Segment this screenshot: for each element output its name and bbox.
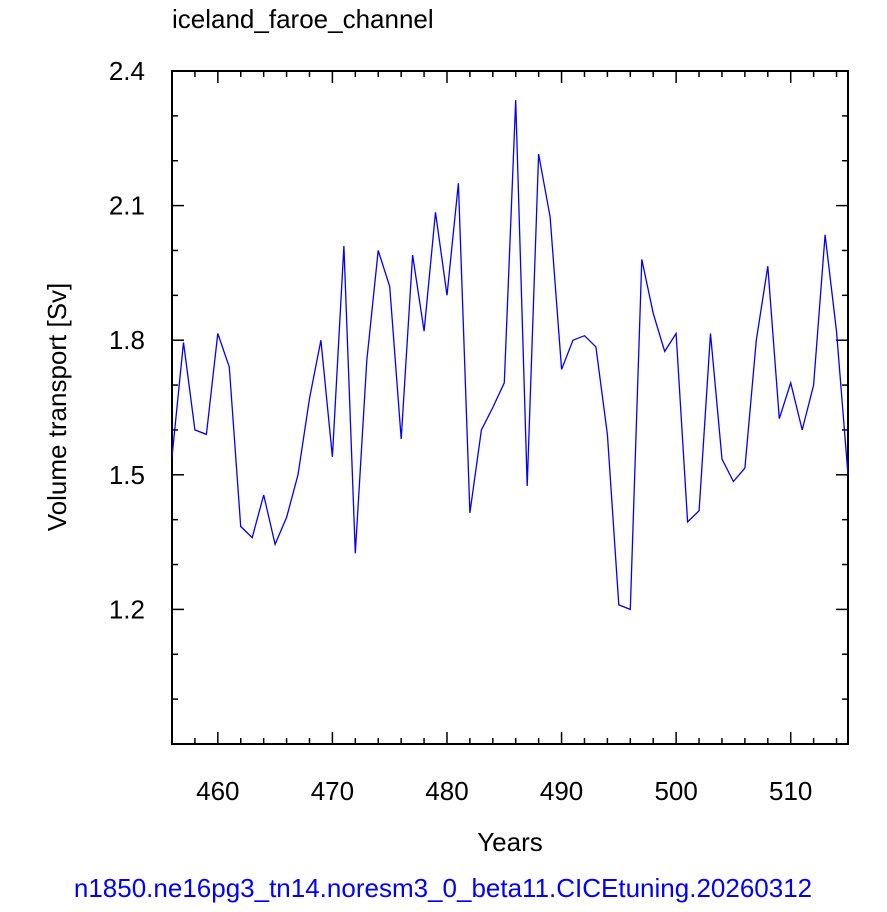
- axis-ticks: [171, 70, 848, 745]
- x-axis-label: Years: [477, 827, 543, 857]
- x-tick-label: 510: [769, 776, 812, 806]
- y-tick-label: 1.5: [109, 460, 145, 490]
- y-tick-label: 1.2: [109, 594, 145, 624]
- series-line: [171, 100, 849, 611]
- chart-title: iceland_faroe_channel: [172, 4, 434, 34]
- run-caption: n1850.ne16pg3_tn14.noresm3_0_beta11.CICE…: [74, 873, 812, 903]
- y-tick-label: 2.1: [109, 191, 145, 221]
- x-tick-label: 470: [311, 776, 354, 806]
- y-tick-label: 2.4: [109, 56, 145, 86]
- x-tick-label: 460: [196, 776, 239, 806]
- x-tick-label: 500: [654, 776, 697, 806]
- x-tick-label: 490: [540, 776, 583, 806]
- plot-frame: [171, 70, 849, 745]
- y-tick-label: 1.8: [109, 325, 145, 355]
- x-tick-label: 480: [425, 776, 468, 806]
- y-tick-labels: 1.2 1.5 1.8 2.1 2.4: [109, 56, 145, 624]
- x-tick-labels: 460 470 480 490 500 510: [196, 776, 812, 806]
- y-axis-label: Volume transport [Sv]: [42, 283, 72, 532]
